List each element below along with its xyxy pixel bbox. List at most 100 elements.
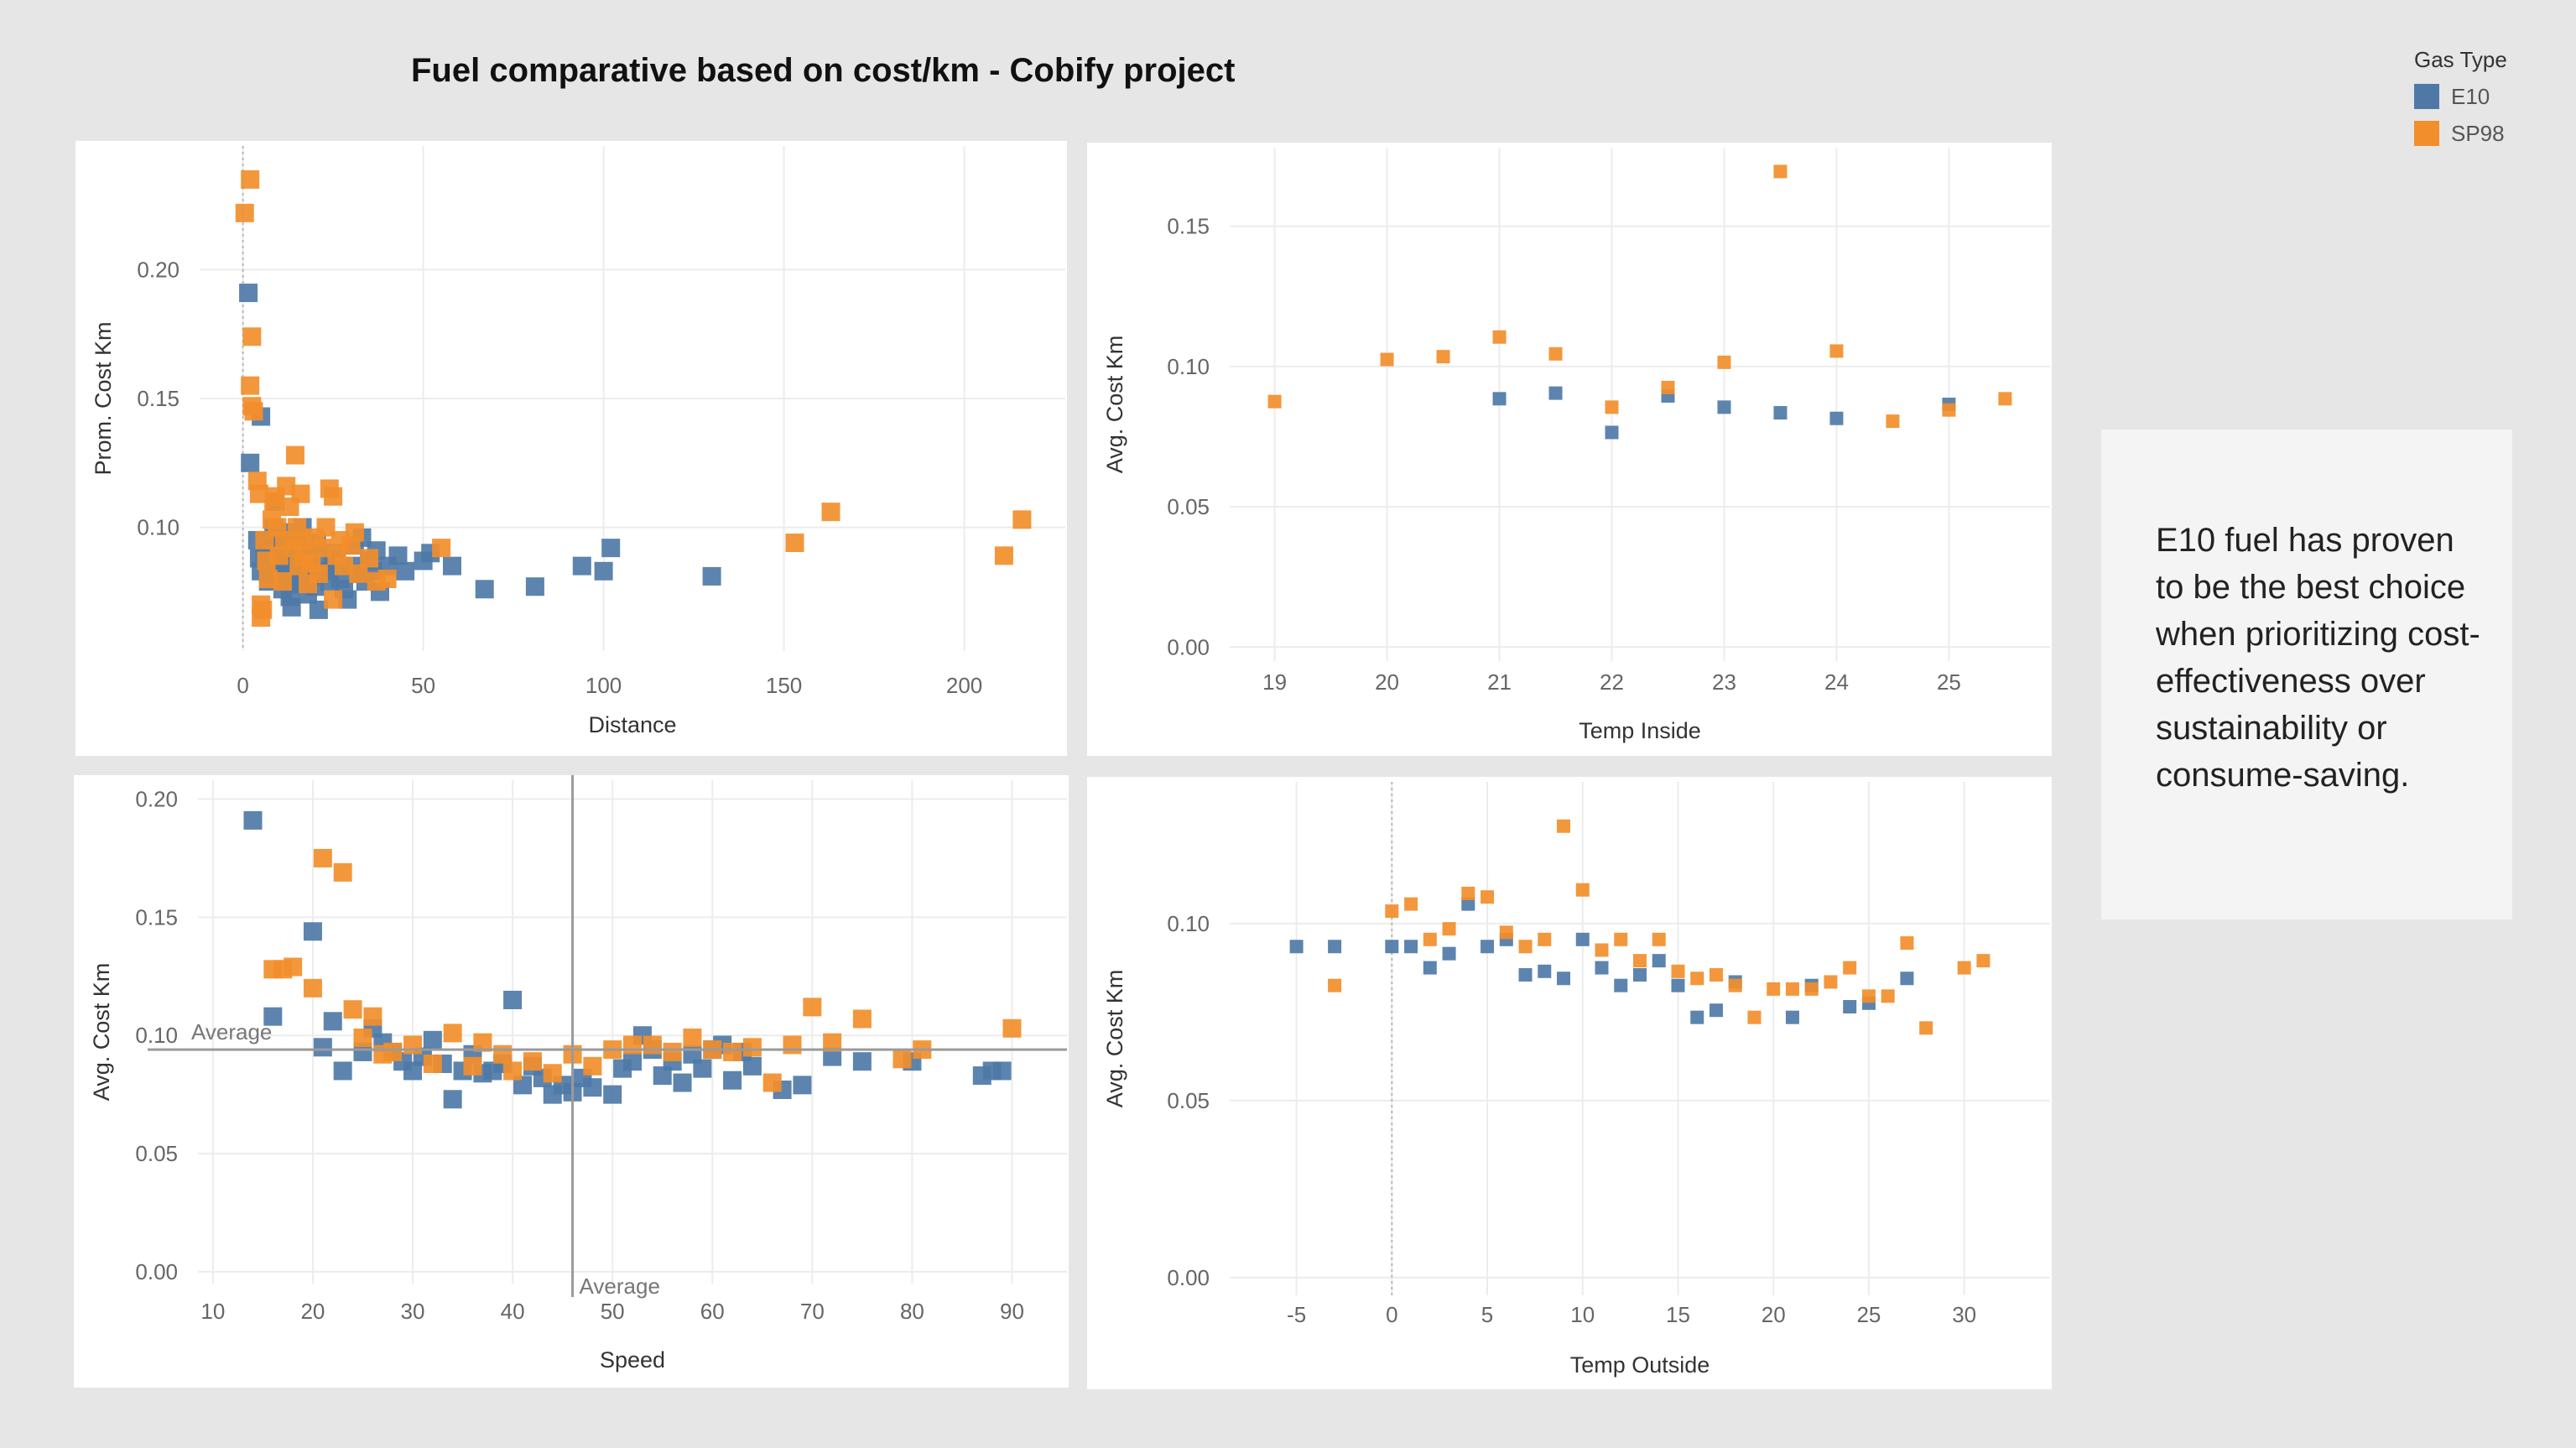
data-point-e10[interactable]: [388, 546, 408, 565]
data-point-sp98[interactable]: [335, 556, 353, 576]
data-point-sp98[interactable]: [309, 564, 328, 583]
data-point-sp98[interactable]: [1436, 350, 1450, 364]
data-point-e10[interactable]: [1385, 940, 1399, 954]
data-point-e10[interactable]: [1481, 940, 1495, 954]
data-point-sp98[interactable]: [333, 862, 352, 882]
data-point-e10[interactable]: [443, 1090, 462, 1109]
data-point-e10[interactable]: [243, 810, 263, 830]
data-point-sp98[interactable]: [353, 1029, 372, 1048]
data-point-e10[interactable]: [653, 1066, 672, 1086]
data-point-sp98[interactable]: [249, 484, 268, 503]
data-point-e10[interactable]: [443, 556, 461, 576]
data-point-sp98[interactable]: [423, 1055, 442, 1074]
data-point-sp98[interactable]: [313, 848, 332, 867]
data-point-e10[interactable]: [793, 1076, 812, 1095]
data-point-e10[interactable]: [594, 561, 613, 581]
data-point-e10[interactable]: [303, 922, 322, 941]
data-point-sp98[interactable]: [803, 997, 822, 1017]
data-point-sp98[interactable]: [1690, 971, 1704, 986]
data-point-e10[interactable]: [333, 1061, 352, 1081]
data-point-e10[interactable]: [1423, 961, 1437, 975]
data-point-sp98[interactable]: [783, 1035, 802, 1055]
data-point-sp98[interactable]: [1709, 968, 1723, 982]
data-point-sp98[interactable]: [1575, 883, 1590, 897]
data-point-sp98[interactable]: [363, 1007, 382, 1026]
data-point-e10[interactable]: [353, 1042, 372, 1061]
data-point-sp98[interactable]: [1747, 1010, 1762, 1024]
data-point-sp98[interactable]: [1957, 961, 1971, 975]
data-point-e10[interactable]: [1614, 978, 1628, 992]
data-point-sp98[interactable]: [1404, 897, 1418, 911]
data-point-sp98[interactable]: [1942, 403, 1956, 417]
data-point-e10[interactable]: [323, 1012, 342, 1031]
data-point-sp98[interactable]: [742, 1038, 762, 1057]
data-point-sp98[interactable]: [1773, 164, 1788, 179]
data-point-sp98[interactable]: [1328, 978, 1342, 992]
data-point-sp98[interactable]: [994, 546, 1013, 565]
data-point-e10[interactable]: [1709, 1003, 1723, 1018]
data-point-e10[interactable]: [1518, 968, 1533, 982]
data-point-sp98[interactable]: [583, 1056, 602, 1076]
data-point-sp98[interactable]: [1717, 355, 1731, 369]
data-point-sp98[interactable]: [313, 539, 332, 558]
data-point-sp98[interactable]: [269, 546, 289, 565]
data-point-sp98[interactable]: [1492, 330, 1507, 344]
data-point-sp98[interactable]: [253, 600, 273, 619]
data-point-e10[interactable]: [1442, 946, 1456, 961]
data-point-e10[interactable]: [583, 1078, 602, 1097]
data-point-sp98[interactable]: [1919, 1021, 1933, 1035]
data-point-sp98[interactable]: [1767, 982, 1781, 996]
data-point-sp98[interactable]: [1499, 925, 1513, 940]
data-point-sp98[interactable]: [324, 590, 343, 609]
data-point-e10[interactable]: [623, 1052, 642, 1071]
data-point-e10[interactable]: [525, 577, 544, 596]
data-point-sp98[interactable]: [241, 169, 260, 189]
data-point-sp98[interactable]: [443, 1023, 462, 1043]
data-point-sp98[interactable]: [1900, 936, 1914, 951]
data-point-e10[interactable]: [513, 1076, 533, 1095]
data-point-e10[interactable]: [241, 453, 260, 472]
data-point-sp98[interactable]: [1461, 886, 1475, 900]
data-point-sp98[interactable]: [463, 1056, 482, 1076]
data-point-e10[interactable]: [282, 597, 301, 617]
data-point-sp98[interactable]: [643, 1035, 662, 1055]
legend-item-e10[interactable]: E10: [2414, 78, 2507, 115]
data-point-e10[interactable]: [503, 990, 523, 1009]
data-point-e10[interactable]: [403, 1061, 423, 1081]
data-point-sp98[interactable]: [345, 523, 364, 542]
data-point-sp98[interactable]: [277, 477, 296, 496]
data-point-e10[interactable]: [1671, 978, 1685, 992]
data-point-sp98[interactable]: [258, 570, 278, 588]
data-point-sp98[interactable]: [1804, 982, 1819, 996]
data-point-sp98[interactable]: [785, 534, 804, 552]
data-point-sp98[interactable]: [1012, 510, 1032, 529]
data-point-e10[interactable]: [572, 556, 591, 576]
data-point-e10[interactable]: [1548, 386, 1563, 400]
data-point-sp98[interactable]: [1538, 932, 1552, 946]
data-point-e10[interactable]: [1785, 1010, 1799, 1024]
data-point-sp98[interactable]: [1785, 982, 1799, 996]
data-point-e10[interactable]: [1690, 1010, 1704, 1024]
data-point-sp98[interactable]: [1481, 890, 1495, 904]
data-point-e10[interactable]: [1538, 964, 1552, 978]
data-point-sp98[interactable]: [284, 957, 303, 977]
data-point-sp98[interactable]: [1886, 414, 1900, 429]
data-point-sp98[interactable]: [324, 487, 343, 506]
data-point-sp98[interactable]: [285, 445, 304, 465]
data-point-sp98[interactable]: [1548, 346, 1563, 361]
data-point-e10[interactable]: [1773, 406, 1788, 420]
data-point-e10[interactable]: [992, 1061, 1012, 1081]
data-point-e10[interactable]: [1328, 940, 1342, 954]
data-point-sp98[interactable]: [235, 203, 254, 222]
data-point-e10[interactable]: [693, 1059, 712, 1078]
data-point-sp98[interactable]: [360, 549, 379, 568]
data-point-sp98[interactable]: [1605, 400, 1619, 414]
data-point-sp98[interactable]: [383, 1042, 403, 1061]
data-point-sp98[interactable]: [316, 518, 336, 537]
data-point-sp98[interactable]: [241, 376, 260, 395]
data-point-e10[interactable]: [673, 1073, 692, 1092]
data-point-e10[interactable]: [313, 1038, 332, 1057]
data-point-sp98[interactable]: [1442, 922, 1456, 936]
data-point-sp98[interactable]: [1557, 819, 1571, 833]
data-point-sp98[interactable]: [244, 402, 263, 421]
